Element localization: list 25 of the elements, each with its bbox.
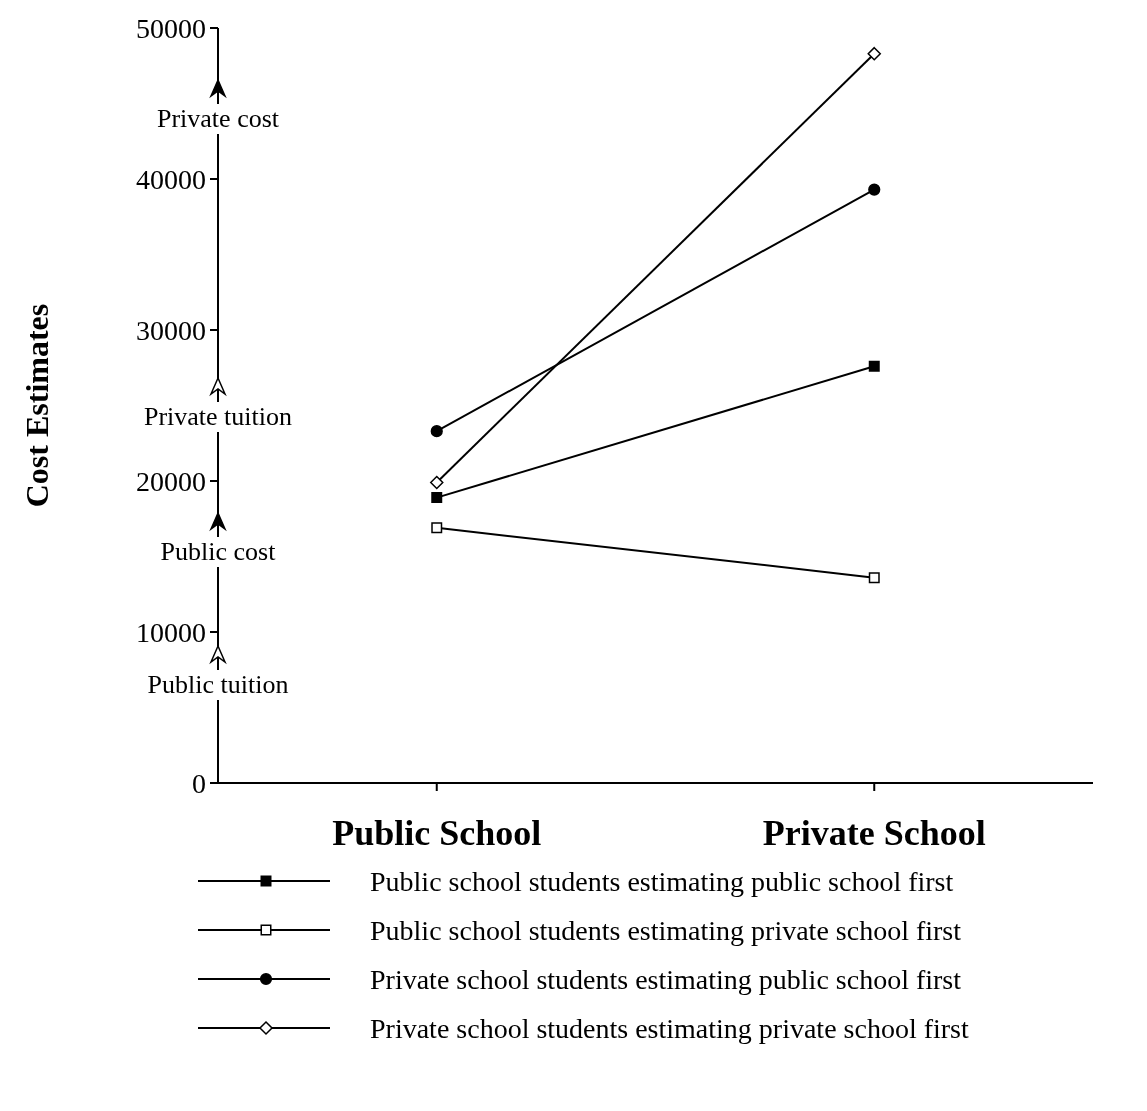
point xyxy=(868,572,880,584)
legend-label: Public school students estimating private school first xyxy=(370,914,962,946)
point xyxy=(868,183,881,196)
y-tick-label: 10000 xyxy=(136,616,206,648)
y-axis-title: Cost Estimates xyxy=(19,303,55,508)
point xyxy=(867,46,881,61)
legend-label: Public school students estimating public school first xyxy=(370,865,954,897)
annotation: Public cost xyxy=(160,537,277,566)
legend-label: Private school students estimating public school first xyxy=(370,963,962,995)
y-tick-label: 50000 xyxy=(136,12,206,44)
x-tick-label: Public School xyxy=(332,813,542,853)
annotation: Private cost xyxy=(156,104,280,133)
point xyxy=(431,522,443,534)
point xyxy=(431,492,443,504)
annotation: Public tuition xyxy=(147,670,289,699)
y-tick-label: 20000 xyxy=(136,465,206,497)
legend-label: Private school students estimating private school first xyxy=(370,1012,970,1044)
point xyxy=(430,425,443,438)
point xyxy=(868,360,880,372)
y-tick-label: 40000 xyxy=(136,163,206,195)
x-tick-label: Private School xyxy=(762,813,986,853)
y-tick-label: 30000 xyxy=(136,314,206,346)
y-tick-label: 0 xyxy=(192,767,206,799)
point xyxy=(430,475,444,490)
annotation: Private tuition xyxy=(143,402,293,431)
